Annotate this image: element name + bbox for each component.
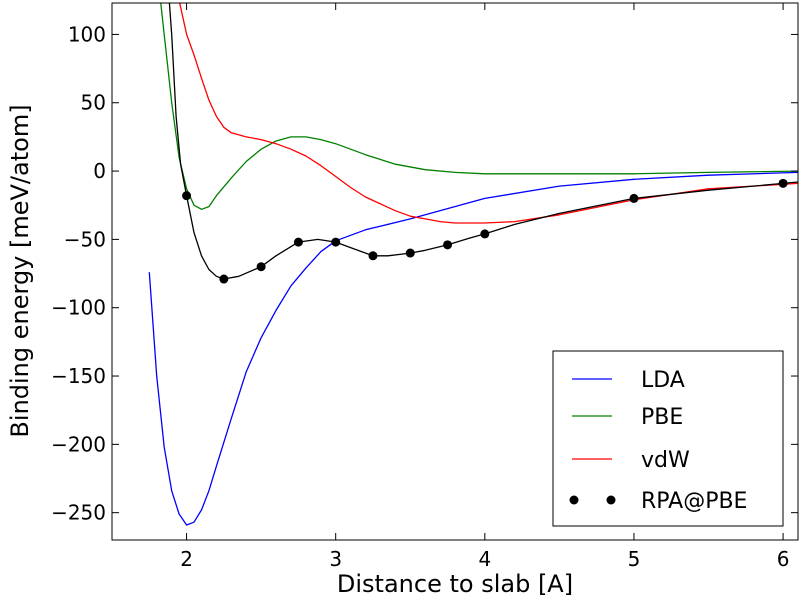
series-line-vdw — [179, 3, 798, 224]
legend-label-pbe: PBE — [641, 405, 683, 430]
y-tick-label: 50 — [81, 91, 106, 115]
y-axis-title: Binding energy [meV/atom] — [6, 104, 34, 437]
data-point-rpa-pbe — [331, 237, 341, 247]
data-point-rpa-pbe — [182, 191, 192, 201]
data-point-rpa-pbe — [629, 193, 639, 203]
x-tick-label: 6 — [777, 547, 790, 571]
x-axis-title: Distance to slab [A] — [337, 570, 573, 598]
x-tick-label: 4 — [478, 547, 491, 571]
y-tick-label: −50 — [64, 227, 106, 251]
legend: LDA PBE vdW RPA@PBE — [552, 350, 784, 527]
series-line-rpa-pbe — [168, 3, 798, 280]
x-tick-label: 3 — [329, 547, 342, 571]
x-tick-label: 2 — [180, 547, 193, 571]
legend-marker-rpa-pbe — [606, 495, 616, 505]
y-tick-label: 100 — [68, 22, 106, 46]
y-tick-label: −150 — [51, 364, 106, 388]
data-point-rpa-pbe — [368, 251, 378, 261]
y-tick-label: −250 — [51, 501, 106, 525]
y-tick-label: −200 — [51, 432, 106, 456]
legend-label-lda: LDA — [641, 368, 685, 393]
data-point-rpa-pbe — [256, 262, 266, 272]
data-point-rpa-pbe — [219, 274, 229, 284]
legend-label-rpa-pbe: RPA@PBE — [641, 489, 747, 514]
x-tick-label: 5 — [628, 547, 641, 571]
legend-frame — [552, 350, 784, 527]
plot-frame — [111, 2, 799, 541]
data-point-rpa-pbe — [443, 240, 453, 250]
series-line-lda — [148, 171, 798, 526]
legend-label-vdw: vdW — [641, 448, 690, 473]
legend-marker-rpa-pbe — [569, 495, 579, 505]
data-point-rpa-pbe — [480, 229, 490, 239]
data-point-rpa-pbe — [293, 237, 303, 247]
y-tick-label: 0 — [93, 159, 106, 183]
data-point-rpa-pbe — [778, 178, 788, 188]
data-point-rpa-pbe — [405, 248, 415, 258]
y-tick-label: −100 — [51, 296, 106, 320]
